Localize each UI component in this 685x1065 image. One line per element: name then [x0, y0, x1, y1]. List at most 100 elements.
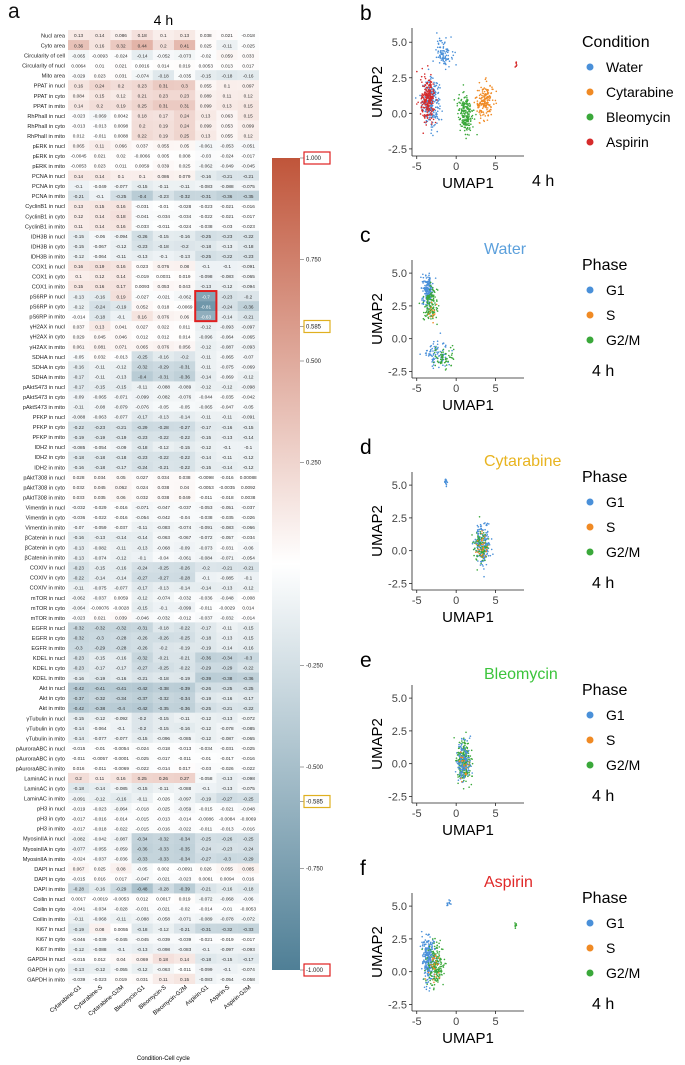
scatter-point	[428, 113, 431, 116]
scatter-point	[465, 137, 467, 140]
heatmap-cell-label: -0.31	[137, 626, 148, 631]
heatmap-cell	[110, 772, 132, 784]
heatmap-cell	[174, 632, 196, 643]
heatmap-cell-label: 0.04	[180, 485, 190, 490]
scatter-point	[490, 548, 493, 551]
heatmap-cell	[174, 160, 196, 171]
scatter-point	[421, 944, 424, 947]
scatter-point	[432, 343, 435, 345]
scatter-point	[433, 987, 435, 989]
heatmap-cell-label: -0.067	[178, 535, 192, 540]
scatter-point	[466, 126, 469, 129]
scatter-point	[481, 94, 483, 97]
scatter-point	[481, 563, 483, 566]
heatmap-cell-label: -0.077	[114, 184, 128, 189]
scatter-point	[429, 75, 432, 78]
scatter-point	[457, 97, 460, 99]
heatmap-cell-label: -0.15	[137, 606, 148, 611]
heatmap-cell	[216, 532, 238, 543]
scatter-point	[475, 559, 478, 561]
scatter-point	[481, 559, 484, 562]
heatmap-cell	[216, 762, 238, 774]
scatter-point	[440, 118, 443, 121]
heatmap-cell	[131, 612, 153, 623]
scatter-point	[426, 107, 429, 109]
scatter-point	[425, 310, 428, 313]
heatmap-cell-label: -0.022	[136, 766, 150, 771]
heatmap-cell	[237, 411, 259, 422]
heatmap-cell-label: 0.045	[94, 485, 106, 490]
heatmap-cell-label: -0.064	[114, 806, 128, 811]
y-tick-label: -2.5	[388, 791, 407, 803]
heatmap-cell-label: 0.069	[136, 957, 148, 962]
heatmap-cell	[237, 582, 259, 593]
scatter-point	[442, 60, 444, 62]
heatmap-cell	[131, 712, 153, 723]
scatter-point	[462, 101, 464, 103]
heatmap-row-label: EGFR in nucl	[32, 626, 65, 632]
scatter-point	[456, 104, 459, 107]
heatmap-cell-label: -0.039	[72, 977, 86, 982]
scatter-point	[479, 548, 481, 551]
heatmap-cell	[195, 612, 217, 623]
scatter-point	[433, 983, 436, 986]
heatmap-cell	[152, 401, 175, 412]
heatmap-cell-label: -0.021	[220, 214, 234, 219]
heatmap-cell	[131, 843, 153, 854]
heatmap-cell	[174, 371, 196, 382]
heatmap-cell-label: -0.16	[158, 355, 169, 360]
heatmap-cell-label: 0.0098	[114, 124, 129, 129]
heatmap-row-label: EGFR in mito	[31, 646, 65, 652]
heatmap-cell	[237, 692, 259, 703]
heatmap-cell	[152, 742, 175, 754]
heatmap-cell	[131, 933, 153, 944]
heatmap-cell	[110, 602, 132, 613]
heatmap-cell	[68, 682, 90, 693]
heatmap-cell	[89, 873, 111, 884]
heatmap-cell-label: 0.071	[115, 344, 127, 349]
heatmap-row-label: COXIV in nucl	[30, 566, 65, 572]
heatmap-title: 4 h	[154, 12, 173, 28]
heatmap-cell	[68, 853, 90, 864]
scatter-point	[424, 306, 426, 308]
heatmap-cell-label: -0.29	[116, 887, 127, 892]
scatter-point	[460, 757, 462, 760]
scatter-point	[429, 109, 432, 112]
x-tick-label: -5	[412, 808, 422, 820]
scatter-point	[478, 552, 481, 555]
heatmap-row-label: KDEL in cyto	[33, 666, 65, 672]
scatter-point	[464, 122, 467, 124]
heatmap-cell	[89, 702, 111, 713]
heatmap-cell-label: -0.4	[138, 194, 146, 199]
heatmap-cell	[110, 672, 132, 683]
heatmap-cell-label: -0.05	[158, 405, 169, 410]
scatter-point	[468, 756, 470, 759]
scatter-point	[463, 103, 466, 106]
heatmap-cell-label: 0.055	[221, 134, 233, 139]
heatmap-cell	[237, 903, 259, 914]
scatter-point	[475, 113, 477, 116]
heatmap-cell	[237, 210, 259, 221]
heatmap-cell	[68, 662, 90, 673]
heatmap-cell-label: -0.0053	[240, 907, 256, 912]
heatmap-cell	[237, 592, 259, 603]
scatter-point	[421, 280, 424, 283]
heatmap-cell	[110, 461, 132, 472]
heatmap-cell	[110, 190, 132, 201]
heatmap-cell	[174, 80, 196, 91]
heatmap-cell	[237, 100, 259, 111]
heatmap-cell-label: -0.14	[200, 585, 211, 590]
scatter-point	[463, 775, 466, 778]
heatmap-cell	[131, 471, 153, 482]
scatter-point	[426, 284, 428, 287]
scatter-point	[433, 100, 436, 103]
scatter-point	[463, 746, 466, 749]
scatter-point	[424, 99, 427, 102]
heatmap-row-label: LaminAC in cyto	[24, 787, 65, 793]
scatter-point	[434, 353, 437, 356]
heatmap-cell-label: -0.017	[72, 816, 86, 821]
heatmap-cell-label: 0.15	[74, 284, 84, 289]
heatmap-cell	[195, 652, 217, 663]
heatmap-cell	[152, 843, 175, 854]
heatmap-cell	[110, 732, 132, 744]
